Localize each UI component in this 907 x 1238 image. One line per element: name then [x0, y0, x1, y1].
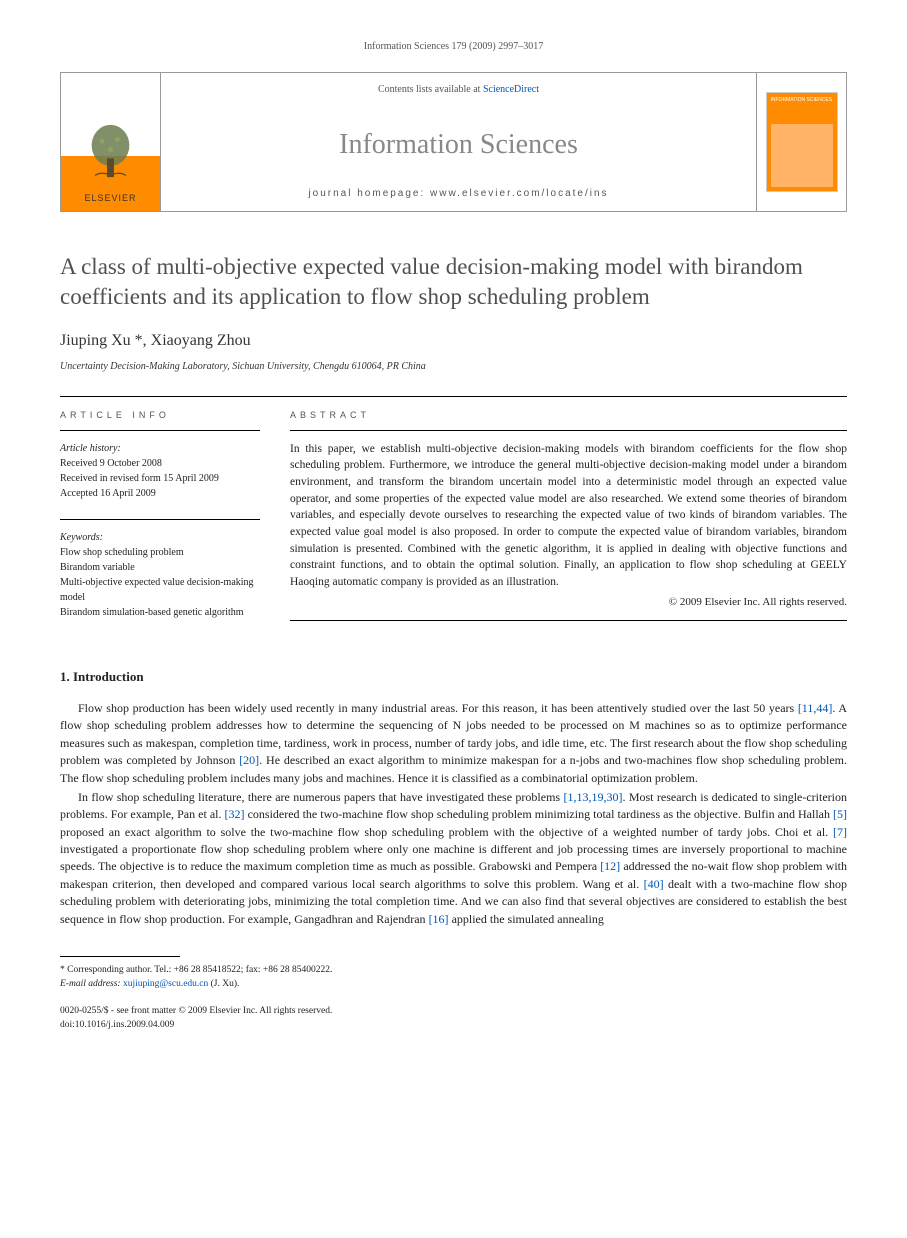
article-info-heading: ARTICLE INFO [60, 397, 260, 431]
abstract-text: In this paper, we establish multi-object… [290, 441, 847, 591]
email-label: E-mail address: [60, 979, 123, 989]
doi-block: 0020-0255/$ - see front matter © 2009 El… [60, 1004, 847, 1033]
keywords-label: Keywords: [60, 530, 260, 545]
citation-link[interactable]: [20] [239, 753, 259, 767]
p-text: proposed an exact algorithm to solve the… [60, 825, 833, 839]
journal-homepage: journal homepage: www.elsevier.com/locat… [308, 187, 608, 201]
citation-link[interactable]: [5] [833, 807, 847, 821]
keyword: Multi-objective expected value decision-… [60, 575, 260, 605]
article-history-block: Article history: Received 9 October 2008… [60, 441, 260, 501]
section-heading-intro: 1. Introduction [60, 668, 847, 686]
citation-link[interactable]: [16] [429, 912, 449, 926]
cover-thumbnail-block: INFORMATION SCIENCES [756, 73, 846, 211]
keyword: Birandom simulation-based genetic algori… [60, 605, 260, 620]
citation-link[interactable]: [40] [644, 877, 664, 891]
affiliation: Uncertainty Decision-Making Laboratory, … [60, 360, 847, 374]
history-label: Article history: [60, 441, 260, 456]
history-line: Received in revised form 15 April 2009 [60, 471, 260, 486]
keyword: Flow shop scheduling problem [60, 545, 260, 560]
p-text: Flow shop production has been widely use… [78, 701, 798, 715]
abstract-heading: ABSTRACT [290, 397, 847, 431]
email-line: E-mail address: xujiuping@scu.edu.cn (J.… [60, 977, 847, 991]
citation-link[interactable]: [11,44] [798, 701, 833, 715]
citation-link[interactable]: [32] [225, 807, 245, 821]
elsevier-tree-icon [83, 124, 138, 184]
citation-link[interactable]: [12] [600, 859, 620, 873]
sciencedirect-link[interactable]: ScienceDirect [483, 84, 539, 95]
corresponding-author-footnote: * Corresponding author. Tel.: +86 28 854… [60, 963, 847, 992]
email-link[interactable]: xujiuping@scu.edu.cn [123, 979, 208, 989]
keyword: Birandom variable [60, 560, 260, 575]
email-suffix: (J. Xu). [208, 979, 239, 989]
journal-cover-thumbnail: INFORMATION SCIENCES [766, 92, 838, 192]
running-header: Information Sciences 179 (2009) 2997–301… [60, 40, 847, 54]
body-paragraph: Flow shop production has been widely use… [60, 700, 847, 787]
p-text: considered the two-machine flow shop sch… [245, 807, 833, 821]
citation-link[interactable]: [1,13,19,30] [563, 790, 622, 804]
info-divider [60, 519, 260, 520]
journal-name: Information Sciences [339, 125, 578, 164]
publisher-label: ELSEVIER [84, 192, 136, 205]
contents-prefix: Contents lists available at [378, 84, 483, 95]
journal-masthead: ELSEVIER Contents lists available at Sci… [60, 72, 847, 212]
keywords-block: Keywords: Flow shop scheduling problem B… [60, 530, 260, 620]
article-title: A class of multi-objective expected valu… [60, 252, 847, 312]
corresponding-line: * Corresponding author. Tel.: +86 28 854… [60, 963, 847, 977]
front-matter-line: 0020-0255/$ - see front matter © 2009 El… [60, 1004, 847, 1018]
abstract-copyright: © 2009 Elsevier Inc. All rights reserved… [290, 595, 847, 610]
citation-link[interactable]: [7] [833, 825, 847, 839]
info-abstract-row: ARTICLE INFO Article history: Received 9… [60, 396, 847, 638]
footnote-rule [60, 956, 180, 957]
cover-thumb-body [771, 124, 833, 187]
article-info-column: ARTICLE INFO Article history: Received 9… [60, 397, 260, 638]
body-paragraph: In flow shop scheduling literature, ther… [60, 789, 847, 928]
cover-thumb-title: INFORMATION SCIENCES [771, 97, 833, 104]
contents-available-line: Contents lists available at ScienceDirec… [378, 83, 539, 97]
p-text: In flow shop scheduling literature, ther… [78, 790, 563, 804]
p-text: applied the simulated annealing [449, 912, 604, 926]
abstract-bottom-rule [290, 620, 847, 621]
history-line: Received 9 October 2008 [60, 456, 260, 471]
history-line: Accepted 16 April 2009 [60, 486, 260, 501]
abstract-column: ABSTRACT In this paper, we establish mul… [290, 397, 847, 638]
authors: Jiuping Xu *, Xiaoyang Zhou [60, 330, 847, 352]
publisher-logo-block: ELSEVIER [61, 73, 161, 211]
masthead-center: Contents lists available at ScienceDirec… [161, 73, 756, 211]
doi-line: doi:10.1016/j.ins.2009.04.009 [60, 1018, 847, 1032]
